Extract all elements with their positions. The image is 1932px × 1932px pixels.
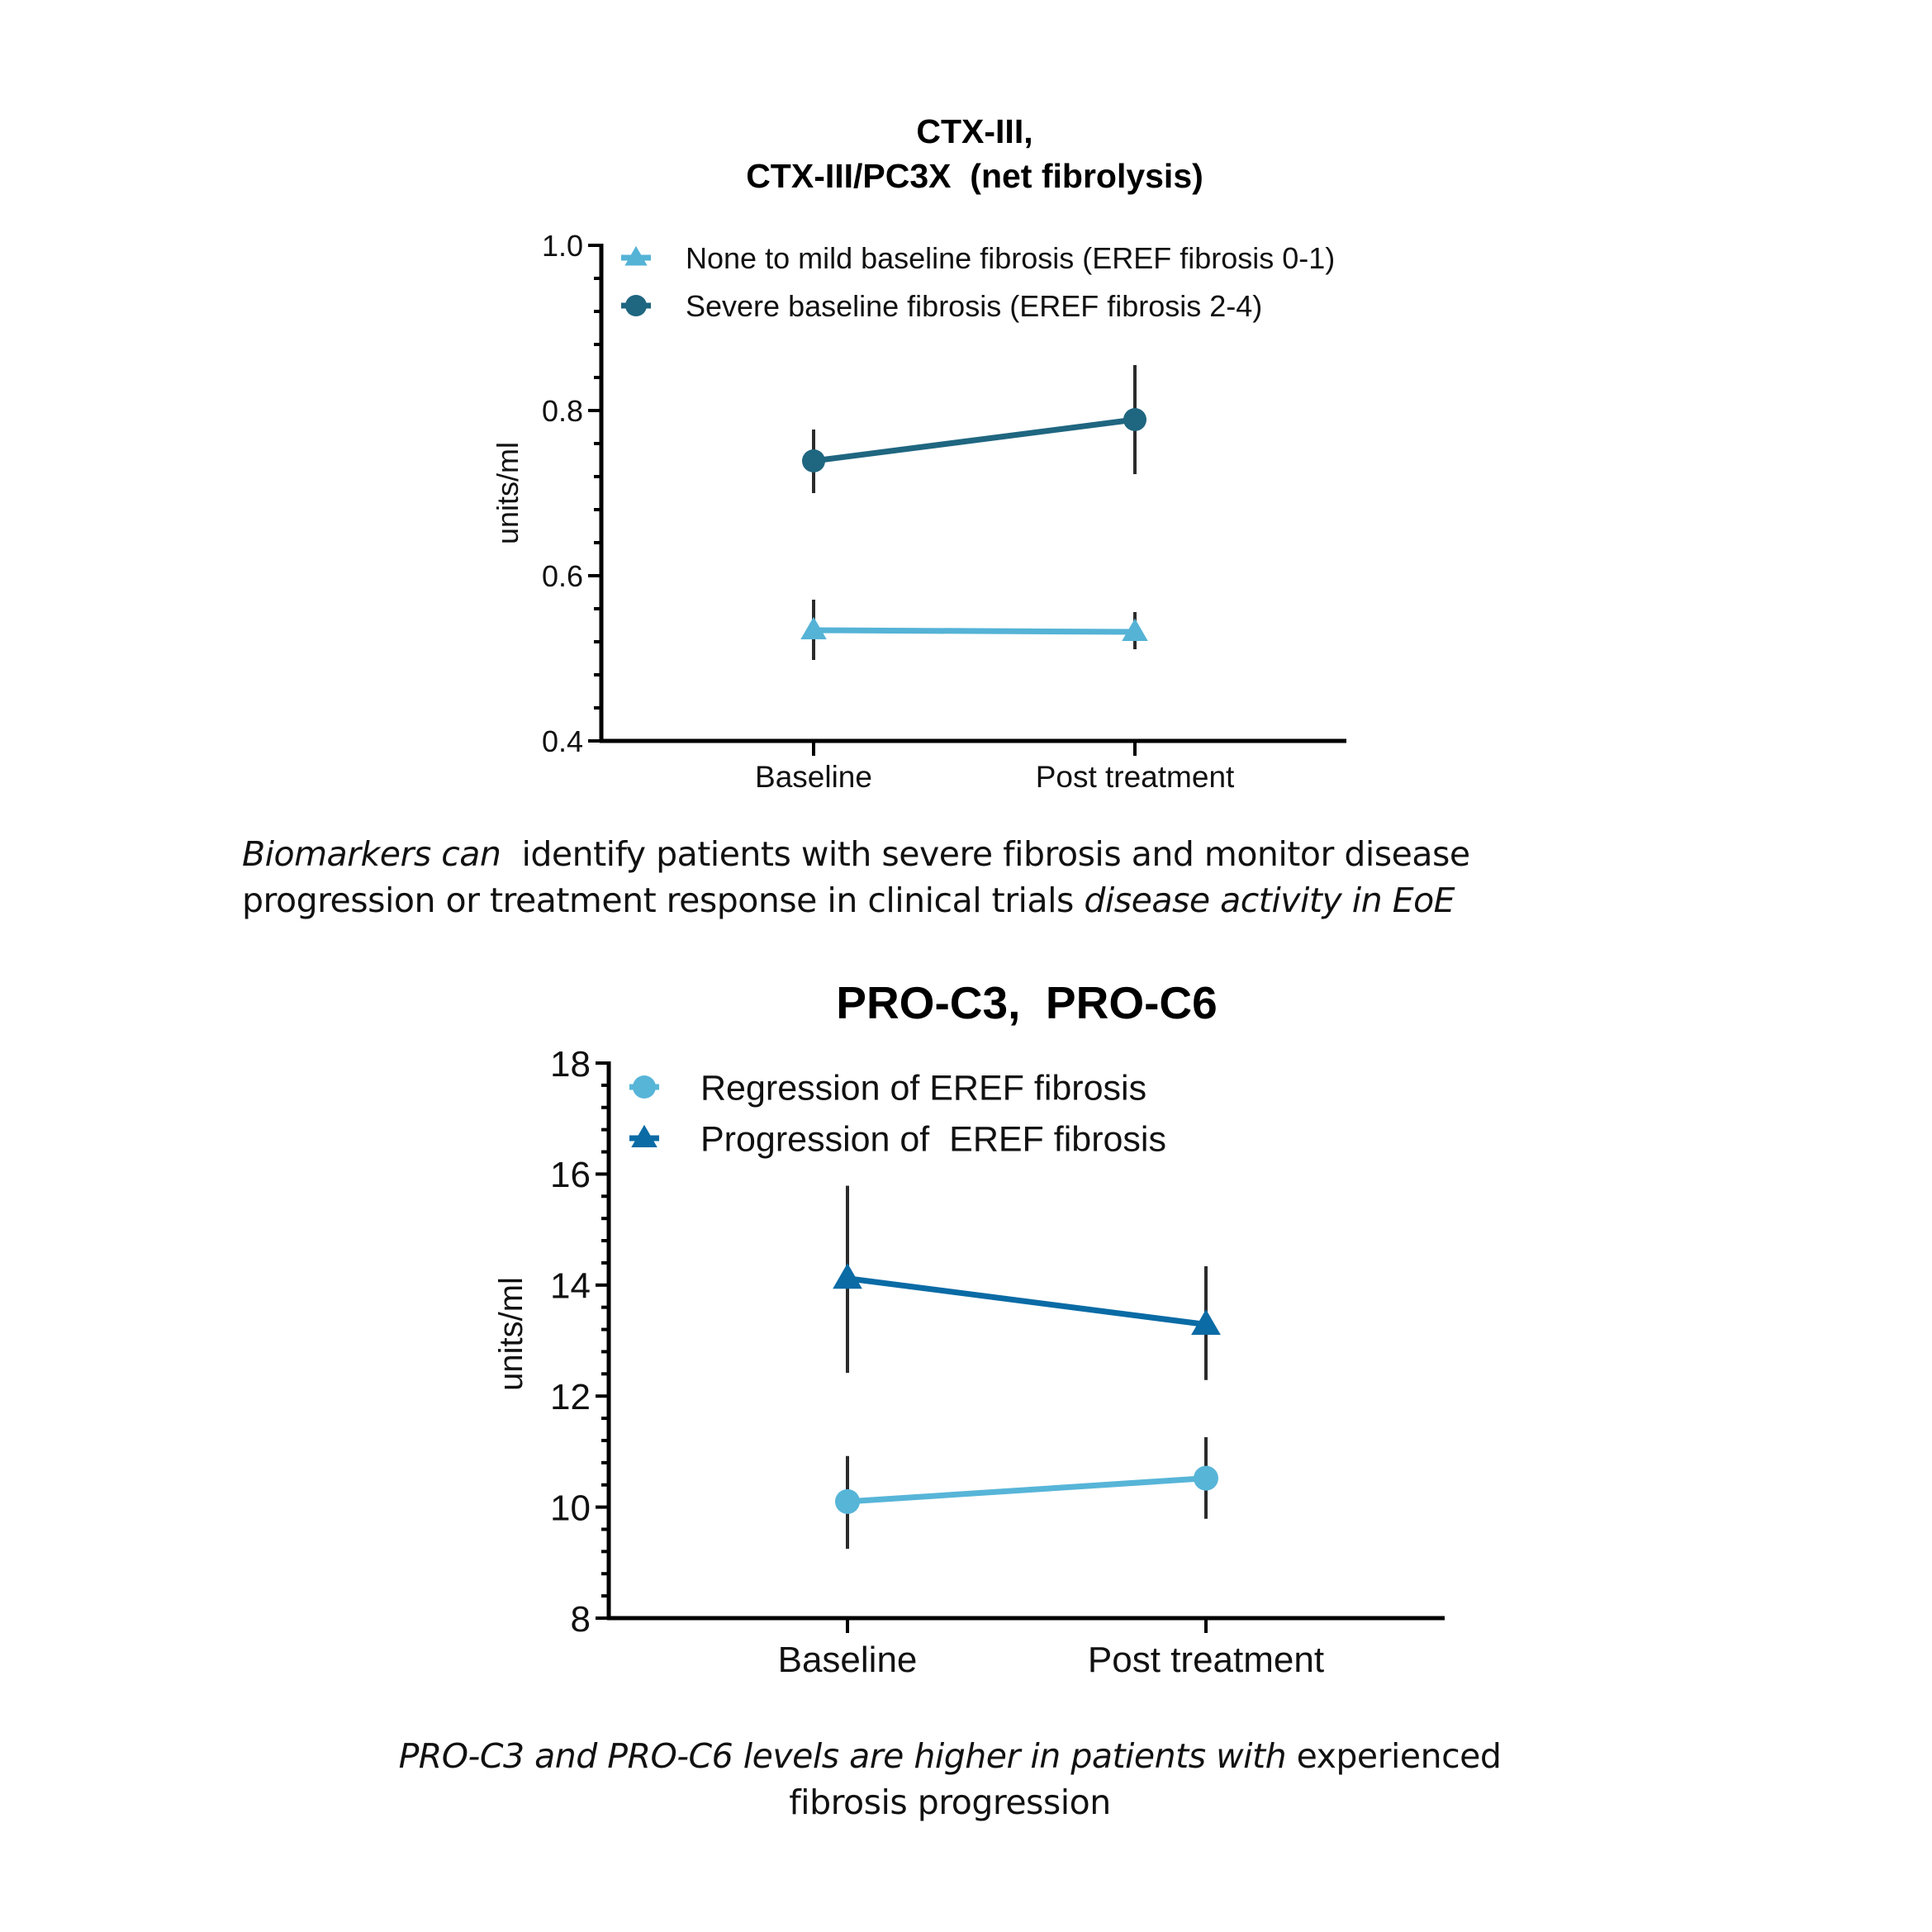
- y-tick-label: 0.4: [542, 724, 583, 758]
- legend-item: None to mild baseline fibrosis (EREF fib…: [621, 241, 1335, 275]
- legend-label: Regression of EREF fibrosis: [700, 1068, 1146, 1108]
- legend-triangle-icon: [631, 1124, 657, 1148]
- data-point: [800, 616, 827, 640]
- caption-bottom: PRO-C3 and PRO-C6 levels are higher in p…: [248, 1733, 1652, 1825]
- y-tick-label: 8: [571, 1599, 591, 1640]
- y-axis-label: units/ml: [493, 1277, 529, 1391]
- chart-pro-c3-pro-c6: PRO-C3, PRO-C6 8 10 12 14 16 18 units/ml Baselin…: [493, 977, 1445, 1680]
- legend-item: Severe baseline fibrosis (EREF fibrosis …: [621, 289, 1262, 323]
- x-tick-label: Baseline: [755, 760, 872, 794]
- chart-ctx-iii: CTX-III, CTX-III/PC3X (net fibrolysis) 0.4…: [491, 112, 1346, 794]
- chart-title: CTX-III,: [916, 112, 1032, 150]
- y-tick-label: 1.0: [542, 229, 583, 263]
- x-tick-label: Post treatment: [1088, 1640, 1324, 1680]
- legend-item: Regression of EREF fibrosis: [629, 1068, 1146, 1108]
- data-point: [835, 1488, 860, 1514]
- series-line: [844, 1475, 1209, 1505]
- chart-title: PRO-C3, PRO-C6: [836, 977, 1217, 1028]
- caption-bottom-text-2: fibrosis progression: [789, 1782, 1111, 1822]
- y-tick-label: 18: [550, 1044, 591, 1085]
- caption-bottom-text: experienced: [1286, 1736, 1502, 1776]
- y-tick-label: 0.6: [542, 559, 583, 593]
- legend-item: Progression of EREF fibrosis: [629, 1119, 1166, 1159]
- y-tick-label: 16: [550, 1155, 591, 1195]
- legend-circle-icon: [633, 1075, 656, 1099]
- y-tick-label: 10: [550, 1488, 591, 1528]
- y-tick-label: 12: [550, 1377, 591, 1417]
- data-point: [802, 449, 825, 472]
- chart-title: CTX-III/PC3X (net fibrolysis): [746, 157, 1203, 195]
- series-0: [800, 600, 1148, 660]
- caption-top-italic-1: Biomarkers can: [242, 834, 501, 874]
- series-line: [810, 416, 1138, 464]
- caption-top-text-2: progression or treatment response in cli…: [242, 881, 1085, 920]
- legend-circle-icon: [625, 295, 647, 316]
- data-point: [1122, 618, 1148, 642]
- x-tick-label: Baseline: [778, 1640, 918, 1680]
- series-0: [835, 1436, 1218, 1549]
- caption-top-italic-2: disease activity in EoE: [1084, 881, 1455, 920]
- series-1: [802, 365, 1146, 493]
- caption-bottom-italic: PRO-C3 and PRO-C6 levels are higher in p…: [398, 1736, 1287, 1776]
- series-line: [810, 627, 1138, 635]
- data-point: [833, 1263, 862, 1289]
- data-point: [1191, 1309, 1221, 1336]
- caption-top: Biomarkers can identify patients with se…: [242, 831, 1729, 923]
- x-tick-label: Post treatment: [1036, 760, 1235, 794]
- legend-label: None to mild baseline fibrosis (EREF fib…: [686, 241, 1335, 275]
- caption-top-text-1: identify patients with severe fibrosis a…: [501, 834, 1470, 874]
- y-tick-label: 14: [550, 1266, 591, 1307]
- data-point: [1194, 1465, 1218, 1491]
- legend-triangle-icon: [624, 245, 648, 266]
- legend-label: Severe baseline fibrosis (EREF fibrosis …: [686, 289, 1262, 323]
- y-tick-label: 0.8: [542, 394, 583, 428]
- y-axis-label: units/ml: [491, 442, 525, 544]
- series-line: [844, 1275, 1209, 1328]
- legend-label: Progression of EREF fibrosis: [700, 1119, 1166, 1159]
- data-point: [1123, 408, 1146, 431]
- series-1: [833, 1185, 1221, 1380]
